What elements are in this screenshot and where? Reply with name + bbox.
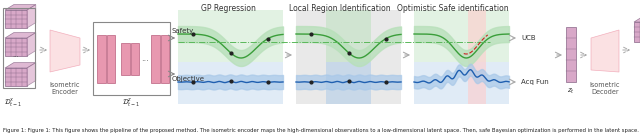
Bar <box>121 42 129 75</box>
Bar <box>93 22 170 95</box>
Bar <box>161 35 169 83</box>
Text: Figure 1: Figure 1: This figure shows the pipeline of the proposed method. The i: Figure 1: Figure 1: This figure shows th… <box>3 128 640 133</box>
Text: ...: ... <box>141 54 149 63</box>
Text: UCB: UCB <box>521 35 536 41</box>
Polygon shape <box>591 30 619 72</box>
Text: Isometric
Decoder: Isometric Decoder <box>589 82 620 95</box>
Polygon shape <box>27 63 36 86</box>
Polygon shape <box>634 22 640 42</box>
Polygon shape <box>27 5 36 28</box>
Polygon shape <box>5 33 36 38</box>
Text: Local Region Identification: Local Region Identification <box>289 4 391 13</box>
Text: Isometric
Encoder: Isometric Encoder <box>50 82 80 95</box>
Bar <box>326 62 371 104</box>
Bar <box>566 27 576 82</box>
Bar <box>178 10 283 62</box>
Bar <box>414 10 509 62</box>
Bar <box>3 8 35 88</box>
Polygon shape <box>5 10 27 28</box>
Text: GP Regression: GP Regression <box>200 4 255 13</box>
Polygon shape <box>50 30 80 72</box>
Text: Safety: Safety <box>172 28 195 34</box>
Text: $\mathcal{D}_{t-1}^{z}$: $\mathcal{D}_{t-1}^{z}$ <box>122 97 141 109</box>
Polygon shape <box>5 68 27 86</box>
Text: Acq Fun: Acq Fun <box>521 79 548 85</box>
Polygon shape <box>5 38 27 56</box>
Text: ...: ... <box>13 52 19 58</box>
Bar <box>468 10 486 104</box>
Bar <box>97 35 106 83</box>
Text: $z_t$: $z_t$ <box>567 87 575 96</box>
Bar <box>326 10 371 62</box>
Polygon shape <box>634 16 640 22</box>
Bar <box>178 62 283 104</box>
Text: $\mathcal{D}_{t-1}^{x}$: $\mathcal{D}_{t-1}^{x}$ <box>4 97 22 109</box>
Text: Optimistic Safe identification: Optimistic Safe identification <box>397 4 509 13</box>
Polygon shape <box>5 5 36 10</box>
Bar <box>151 35 159 83</box>
Bar <box>414 62 509 104</box>
Polygon shape <box>5 63 36 68</box>
Text: Objective: Objective <box>172 76 205 82</box>
Bar <box>106 35 115 83</box>
Bar <box>296 10 401 104</box>
Bar <box>131 42 139 75</box>
Polygon shape <box>27 33 36 56</box>
